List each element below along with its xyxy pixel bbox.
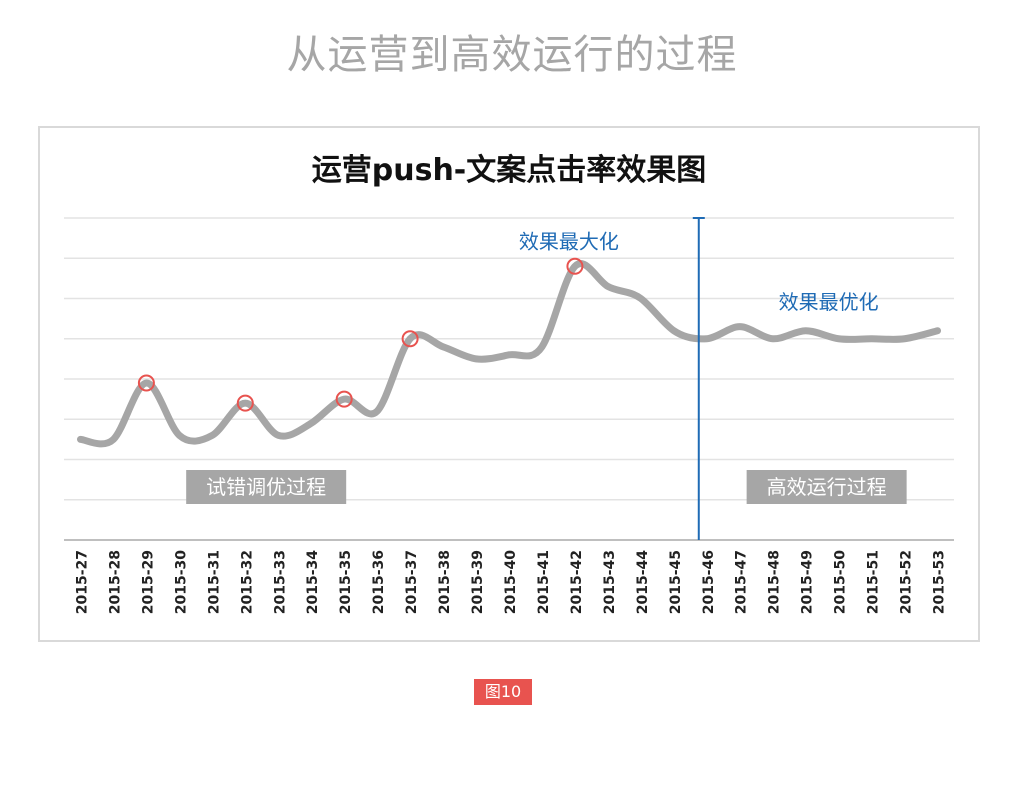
region-label: 试错调优过程 (206, 475, 326, 499)
x-tick-label: 2015-45 (668, 550, 684, 614)
x-tick-label: 2015-43 (602, 550, 618, 614)
x-tick-label: 2015-32 (239, 550, 255, 614)
region-label-box (186, 470, 347, 504)
x-tick-label: 2015-37 (404, 550, 420, 614)
data-point-marker (236, 394, 254, 412)
annotation-label: 效果最大化 (519, 229, 619, 253)
x-tick-label: 2015-36 (371, 550, 387, 614)
x-tick-label: 2015-51 (866, 550, 882, 614)
x-tick-label: 2015-28 (107, 550, 123, 614)
region-label-box (746, 470, 907, 504)
data-point-marker (566, 257, 584, 275)
x-tick-label: 2015-47 (734, 550, 750, 614)
series-line (76, 260, 942, 448)
x-tick-label: 2015-30 (173, 550, 189, 615)
x-tick-label: 2015-49 (800, 550, 816, 614)
data-point-marker (401, 330, 419, 348)
line-chart: 运营push-文案点击率效果图 2015-27 2015-28 2015-29 2015… (64, 153, 954, 615)
chart-title: 运营push-文案点击率效果图 (312, 153, 707, 188)
data-point-marker (335, 390, 353, 408)
x-tick-label: 2015-34 (305, 550, 321, 615)
x-tick-label: 2015-52 (899, 550, 915, 614)
x-tick-label: 2015-41 (536, 550, 552, 614)
x-tick-label: 2015-42 (569, 550, 585, 614)
x-tick-label: 2015-46 (701, 550, 717, 614)
x-tick-label: 2015-38 (437, 550, 453, 614)
figure-caption: 图10 (474, 679, 532, 705)
x-tick-label: 2015-44 (635, 550, 651, 615)
annotation-label: 效果最优化 (779, 290, 879, 314)
chart-frame: 运营push-文案点击率效果图 2015-27 2015-28 2015-29 2015… (38, 126, 980, 642)
region-label: 高效运行过程 (767, 475, 887, 499)
x-tick-label: 2015-35 (338, 550, 354, 614)
page-title: 从运营到高效运行的过程 (286, 32, 738, 78)
x-tick-label: 2015-50 (833, 550, 849, 615)
x-tick-label: 2015-31 (206, 550, 222, 614)
x-tick-label: 2015-27 (74, 550, 90, 614)
x-tick-label: 2015-29 (140, 550, 156, 614)
x-tick-label: 2015-39 (470, 550, 486, 614)
x-tick-label: 2015-53 (932, 550, 948, 614)
x-tick-label: 2015-33 (272, 550, 288, 614)
x-tick-label: 2015-48 (767, 550, 783, 614)
data-point-marker (137, 374, 155, 392)
x-tick-label: 2015-40 (503, 550, 519, 615)
